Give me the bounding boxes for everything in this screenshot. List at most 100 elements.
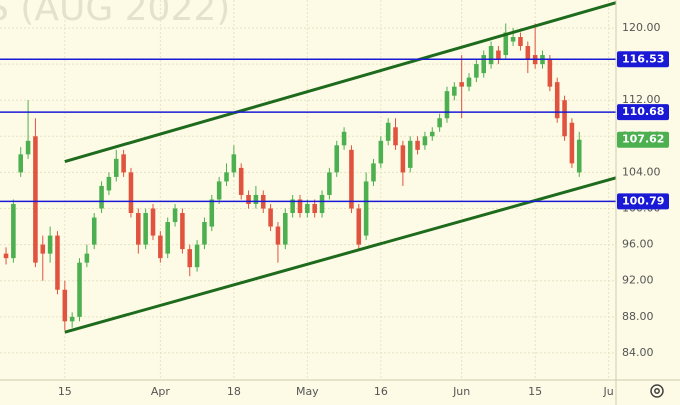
candle-body: [253, 194, 259, 204]
candle-body: [194, 244, 200, 268]
price-label: 110.68: [622, 105, 664, 118]
candle-body: [136, 213, 141, 245]
candle-body: [33, 136, 38, 263]
price-label-box: [617, 104, 669, 121]
candle-body: [11, 203, 16, 259]
candle-body: [47, 235, 53, 254]
candle-body: [150, 208, 156, 236]
candle-body: [356, 208, 362, 245]
candle-body: [128, 172, 134, 214]
y-tick-label: 96.00: [622, 238, 654, 251]
candle-body: [290, 199, 295, 214]
last-price-label: 107.62: [622, 133, 664, 146]
candle-body: [84, 253, 90, 263]
y-tick-label: 104.00: [622, 165, 661, 178]
x-tick-label: Ju: [603, 385, 614, 398]
candle-body: [143, 213, 148, 245]
candle-body: [496, 50, 501, 60]
candle-body: [268, 208, 273, 227]
price-label-box: [617, 51, 669, 68]
candle-body: [429, 131, 435, 137]
candle-body: [165, 222, 170, 254]
settings-icon[interactable]: [650, 384, 664, 398]
candle-body: [349, 149, 354, 209]
candle-body: [562, 100, 567, 137]
candle-body: [393, 127, 398, 146]
candle-body: [510, 37, 516, 42]
x-tick-label: 16: [374, 385, 388, 398]
x-tick-label: 15: [528, 385, 542, 398]
candle-body: [158, 235, 163, 259]
chart-title: S (AUG 2022): [0, 0, 230, 29]
candle-body: [113, 158, 119, 177]
x-tick-label: 15: [58, 385, 72, 398]
candle-body: [25, 140, 31, 155]
candle-body: [371, 163, 376, 182]
candle-body: [202, 222, 207, 245]
candle-body: [385, 122, 391, 141]
candle-body: [407, 140, 413, 168]
candle-body: [180, 213, 185, 250]
gear-outer[interactable]: [650, 384, 664, 398]
gear-inner[interactable]: [654, 388, 660, 394]
candle-body: [341, 131, 347, 146]
candle-body: [569, 122, 575, 164]
candle-body: [18, 154, 24, 173]
candle-body: [319, 194, 325, 214]
candle-body: [554, 82, 560, 119]
last-price-box: [617, 131, 669, 148]
x-tick-label: Jun: [452, 385, 470, 398]
candle-body: [378, 140, 384, 164]
candle-body: [231, 154, 237, 173]
candle-body: [91, 217, 97, 245]
candle-body: [452, 86, 457, 96]
candle-body: [305, 203, 310, 214]
candle-body: [576, 139, 582, 173]
plot-area: [0, 0, 617, 380]
candle-body: [327, 172, 332, 195]
candle-body: [246, 194, 251, 204]
y-tick-label: 88.00: [622, 310, 654, 323]
y-tick-label: 84.00: [622, 346, 654, 359]
candle-body: [400, 145, 406, 173]
candle-body: [238, 167, 244, 195]
candle-body: [444, 91, 450, 119]
candle-body: [503, 32, 509, 56]
candle-body: [216, 181, 222, 200]
candle-body: [422, 136, 428, 146]
candle-body: [481, 55, 486, 74]
candle-body: [209, 199, 215, 227]
candle-body: [283, 213, 288, 245]
candle-body: [55, 235, 60, 290]
candle-body: [187, 249, 193, 268]
candle-body: [547, 59, 553, 87]
candle-body: [466, 77, 472, 87]
candle-body: [474, 64, 479, 78]
candle-body: [312, 203, 317, 214]
candle-body: [518, 37, 523, 47]
candle-body: [363, 181, 369, 236]
candle-body: [275, 226, 281, 245]
candle-body: [69, 316, 75, 322]
trend-line: [64, 1, 617, 164]
price-label: 116.53: [622, 52, 664, 65]
candle-body: [40, 244, 46, 254]
candle-body: [334, 145, 340, 173]
x-tick-label: Apr: [151, 385, 171, 398]
x-tick-label: May: [296, 385, 319, 398]
price-label-box: [617, 193, 669, 210]
candle-body: [415, 140, 420, 150]
candle-body: [77, 262, 82, 317]
y-tick-label: 92.00: [622, 274, 654, 287]
y-tick-label: 120.00: [622, 21, 661, 34]
price-label: 100.79: [622, 194, 664, 207]
candle-body: [224, 172, 229, 182]
candle-body: [106, 176, 112, 191]
candle-body: [121, 154, 126, 173]
candle-body: [437, 118, 442, 128]
candle-body: [297, 199, 303, 214]
candle-body: [525, 46, 531, 60]
candle-body: [172, 208, 178, 223]
candle-body: [99, 185, 104, 209]
